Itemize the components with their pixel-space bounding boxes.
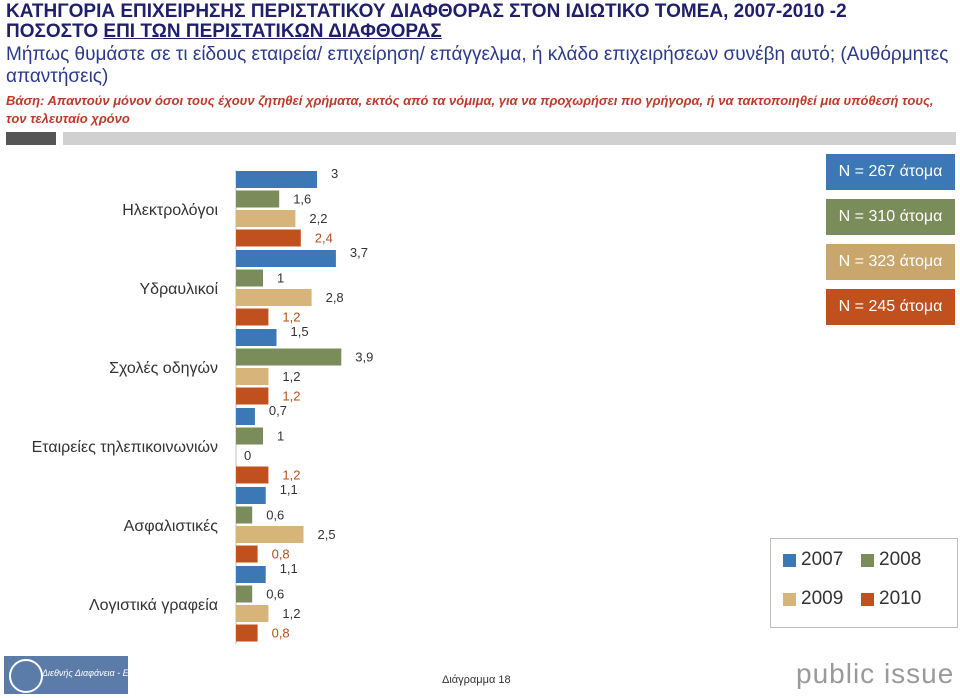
- data-label: 2,4: [315, 231, 333, 246]
- bar-2009: [236, 210, 296, 227]
- category-label: Σχολές οδηγών: [109, 360, 218, 377]
- data-label: 1,2: [282, 389, 300, 404]
- bar-2007: [236, 566, 266, 583]
- data-label: 3,7: [350, 245, 368, 260]
- bar-2010: [236, 387, 269, 405]
- category-label: Ηλεκτρολόγοι: [122, 202, 218, 219]
- bar-2007: [236, 329, 277, 346]
- data-label: 1,1: [280, 561, 298, 576]
- title-line-2-prefix: ΠΟΣΟΣΤΟ: [6, 21, 104, 42]
- transparency-logo-text: Διεθνής Διαφάνεια - Ελλάς: [42, 668, 147, 678]
- bar-2008: [236, 190, 280, 208]
- legend-swatch-2009: [783, 593, 796, 606]
- base-note: Βάση: Απαντούν μόνον όσοι τους έχουν ζητ…: [6, 93, 934, 126]
- data-label: 1,2: [282, 606, 300, 621]
- category-label: Ασφαλιστικές: [124, 518, 219, 535]
- data-label: 1: [277, 429, 284, 444]
- data-label: 1,6: [293, 192, 311, 207]
- legend-label-2009: 2009: [801, 588, 844, 609]
- data-label: 1,2: [282, 369, 300, 384]
- data-label: 0,6: [266, 508, 284, 523]
- data-label: 1,5: [291, 324, 309, 339]
- data-label: 2,2: [309, 211, 327, 226]
- category-label: Λογιστικά γραφεία: [89, 597, 218, 614]
- bar-2008: [236, 427, 263, 445]
- globe-icon: [9, 659, 43, 693]
- header: ΚΑΤΗΓΟΡΙΑ ΕΠΙΧΕΙΡΗΣΗΣ ΠΕΡΙΣΤΑΤΙΚΟΥ ΔΙΑΦΘ…: [6, 2, 956, 128]
- data-label: 0: [244, 448, 251, 463]
- sample-size-box: N = 310 άτομα: [826, 199, 955, 235]
- bar-2009: [236, 368, 269, 385]
- category-label: Υδραυλικοί: [140, 281, 219, 298]
- data-label: 1: [277, 271, 284, 286]
- page-label: Διάγραμμα 18: [442, 674, 511, 686]
- data-label: 0,8: [272, 547, 290, 562]
- bar-2007: [236, 487, 266, 504]
- bar-2008: [236, 506, 253, 524]
- data-label: 0,7: [269, 403, 287, 418]
- bar-2009: [236, 289, 312, 306]
- data-label: 0,6: [266, 587, 284, 602]
- data-label: 3,9: [355, 350, 373, 365]
- legend-swatch-2010: [861, 593, 874, 606]
- title-line-2-underlined: ΕΠΙ ΤΩΝ ΠΕΡΙΣΤΑΤΙΚΩΝ ΔΙΑΦΘΟΡΑΣ: [103, 21, 442, 42]
- title-line-2: ΠΟΣΟΣΤΟ ΕΠΙ ΤΩΝ ΠΕΡΙΣΤΑΤΙΚΩΝ ΔΙΑΦΘΟΡΑΣ: [6, 22, 956, 42]
- data-label: 1,2: [282, 310, 300, 325]
- data-label: 1,1: [280, 482, 298, 497]
- bar-2008: [236, 269, 263, 287]
- data-label: 1,2: [282, 468, 300, 483]
- category-label: Εταιρείες τηλεπικοινωνιών: [32, 439, 218, 456]
- legend-swatch-2008: [861, 554, 874, 567]
- bar-2008: [236, 348, 342, 366]
- bar-2010: [236, 545, 258, 563]
- bar-2008: [236, 585, 253, 603]
- bar-chart: Ηλεκτρολόγοι 3 1,6 2,2 2,4 Υδραυλικοί 3,7 1 2,8 1…: [32, 166, 373, 644]
- legend-label-2007: 2007: [801, 549, 844, 570]
- data-label: 0,8: [272, 626, 290, 641]
- bar-2010: [236, 466, 269, 484]
- legend-label-2010: 2010: [879, 588, 922, 609]
- bar-2010: [236, 229, 301, 247]
- data-label: 3: [331, 166, 338, 181]
- sample-size-box: N = 267 άτομα: [826, 154, 955, 190]
- legend-label-2008: 2008: [879, 549, 922, 570]
- transparency-logo: Διεθνής Διαφάνεια - Ελλάς: [4, 656, 147, 694]
- sample-size-box: N = 323 άτομα: [826, 244, 955, 280]
- legend-swatch-2007: [783, 554, 796, 567]
- sample-size-box: N = 245 άτομα: [826, 289, 955, 325]
- question-text: Μήπως θυμάστε σε τι είδους εταιρεία/ επι…: [6, 44, 949, 87]
- bar-2010: [236, 308, 269, 326]
- chart-legend: 2007 2008 2009 2010: [770, 538, 958, 628]
- bar-2009: [236, 605, 269, 622]
- public-issue-logo: public issue: [796, 658, 955, 689]
- data-label: 2,8: [326, 290, 344, 305]
- header-divider-light: [63, 132, 956, 145]
- bar-2007: [236, 408, 255, 425]
- bar-2010: [236, 624, 258, 642]
- bar-2007: [236, 171, 317, 188]
- title-line-1: ΚΑΤΗΓΟΡΙΑ ΕΠΙΧΕΙΡΗΣΗΣ ΠΕΡΙΣΤΑΤΙΚΟΥ ΔΙΑΦΘ…: [6, 1, 847, 22]
- bar-2009: [236, 526, 304, 543]
- header-divider-dark: [6, 132, 56, 145]
- data-label: 2,5: [318, 527, 336, 542]
- bar-2007: [236, 250, 336, 267]
